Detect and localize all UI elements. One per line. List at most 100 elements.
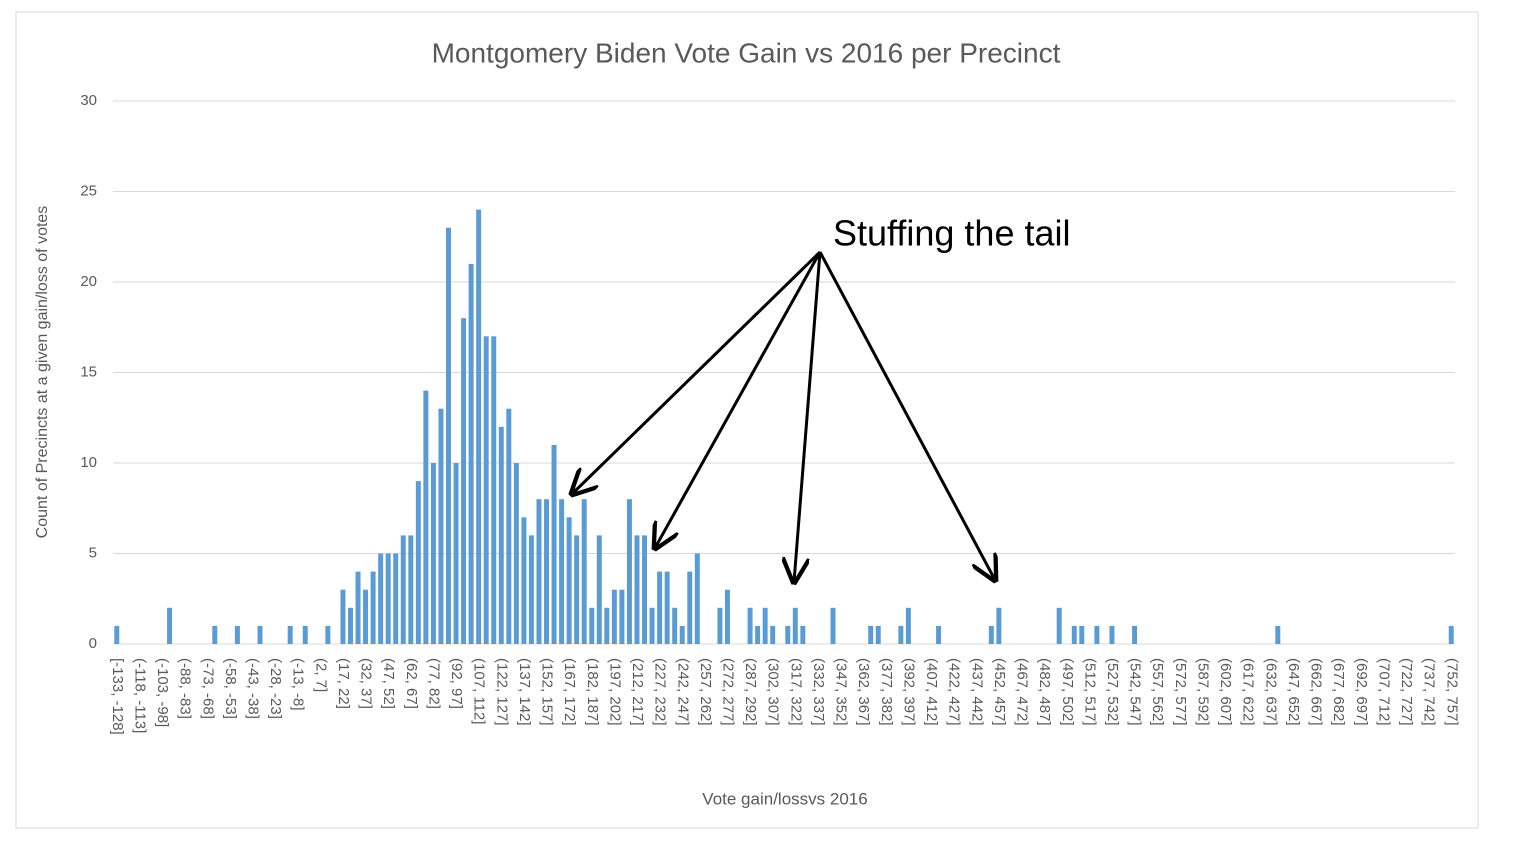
arrow: [818, 251, 995, 580]
bar: [423, 390, 429, 644]
bar: [611, 589, 617, 644]
x-tick-label: (197, 202]: [606, 658, 623, 726]
bar: [167, 607, 173, 644]
bar: [664, 571, 670, 644]
bar: [566, 517, 572, 644]
bar: [1448, 625, 1454, 644]
x-tick-label: (392, 397]: [900, 658, 917, 726]
x-axis-label: Vote gain/lossvs 2016: [702, 789, 867, 808]
bar: [528, 535, 534, 644]
bar: [679, 625, 685, 644]
x-tick-label: (737, 742]: [1421, 658, 1438, 726]
bar: [875, 625, 881, 644]
bar: [408, 535, 414, 644]
x-tick-label: (212, 217]: [629, 658, 646, 726]
bar: [1056, 607, 1062, 644]
bar: [868, 625, 874, 644]
bar: [453, 463, 459, 644]
bar: [717, 607, 723, 644]
x-tick-label: (512, 517]: [1081, 658, 1098, 726]
y-tick-label: 10: [80, 454, 97, 471]
bar: [747, 607, 753, 644]
y-tick-label: 5: [89, 544, 97, 561]
y-tick-label: 25: [80, 182, 97, 199]
bar: [114, 625, 120, 644]
x-tick-label: (-88, -83]: [177, 658, 194, 719]
x-tick-label: (632, 637]: [1262, 658, 1279, 726]
bar: [430, 463, 436, 644]
bar: [1132, 625, 1138, 644]
bar: [212, 625, 218, 644]
bar: [257, 625, 263, 644]
x-tick-label: (-13, -8]: [290, 658, 307, 711]
bar: [438, 408, 444, 644]
bar: [1079, 625, 1085, 644]
x-tick-label: (62, 67]: [403, 658, 420, 709]
x-tick-label: (122, 127]: [493, 658, 510, 726]
bar: [634, 535, 640, 644]
bar: [996, 607, 1002, 644]
annotation: Stuffing the tail: [833, 213, 1071, 254]
bar: [536, 499, 542, 644]
y-axis-label: Count of Precincts at a given gain/loss …: [34, 206, 51, 539]
x-tick-label: (-103, -98]: [154, 658, 171, 727]
bar: [830, 607, 836, 644]
bar: [302, 625, 308, 644]
x-tick-label: (257, 262]: [697, 658, 714, 726]
x-tick-label: (-43, -38]: [245, 658, 262, 719]
x-tick-label: (332, 337]: [810, 658, 827, 726]
x-tick-label: (422, 427]: [946, 658, 963, 726]
x-tick-label: (722, 727]: [1398, 658, 1415, 726]
bar: [287, 625, 293, 644]
bar: [363, 589, 369, 644]
x-tick-label: (182, 187]: [584, 658, 601, 726]
x-tick-label: (227, 232]: [652, 658, 669, 726]
y-tick-label: 0: [89, 635, 97, 652]
x-tick-label: (452, 457]: [991, 658, 1008, 726]
x-tick-label: (167, 172]: [561, 658, 578, 726]
x-tick-label: (77, 82]: [425, 658, 442, 709]
x-tick-label: (137, 142]: [516, 658, 533, 726]
bar: [348, 607, 353, 644]
x-tick-label: (677, 682]: [1330, 658, 1347, 726]
bar: [400, 535, 406, 644]
bar: [355, 571, 361, 644]
bar: [694, 553, 700, 644]
bar: [370, 571, 376, 644]
arrow: [794, 251, 822, 582]
x-tick-label: (317, 322]: [787, 658, 804, 726]
bar: [770, 625, 776, 644]
bar: [672, 607, 678, 644]
x-tick-label: (617, 622]: [1240, 658, 1257, 726]
bar: [461, 318, 467, 644]
bar: [581, 499, 587, 644]
x-tick-label: (542, 547]: [1127, 658, 1144, 726]
bar: [988, 625, 994, 644]
bar: [574, 535, 580, 644]
bar: [642, 535, 648, 644]
x-tick-label: (-58, -53]: [222, 658, 239, 719]
bar: [687, 571, 693, 644]
bar: [1094, 625, 1100, 644]
bar: [521, 517, 527, 644]
bar: [415, 481, 421, 644]
bar: [1275, 625, 1281, 644]
bar: [724, 589, 730, 644]
bar: [589, 607, 595, 644]
y-tick-label: 15: [80, 363, 97, 380]
annotation-arrows: [572, 250, 995, 582]
chart-title: Montgomery Biden Vote Gain vs 2016 per P…: [432, 37, 1061, 68]
bar: [468, 263, 474, 644]
x-tick-label: (557, 562]: [1149, 658, 1166, 726]
bar: [385, 553, 391, 644]
bar: [551, 444, 557, 644]
bar: [559, 499, 565, 644]
x-tick-label: (647, 652]: [1285, 658, 1302, 726]
x-tick-label: (407, 412]: [923, 658, 940, 726]
plot-area: 0 5 10 15 20 25 30 [-133, -128] (-118, -113] (-10…: [80, 92, 1460, 735]
arrow: [572, 250, 822, 494]
x-tick-label: (152, 157]: [539, 658, 556, 726]
bar: [234, 625, 240, 644]
x-tick-label: (692, 697]: [1353, 658, 1370, 726]
x-tick-label: (47, 52]: [380, 658, 397, 709]
